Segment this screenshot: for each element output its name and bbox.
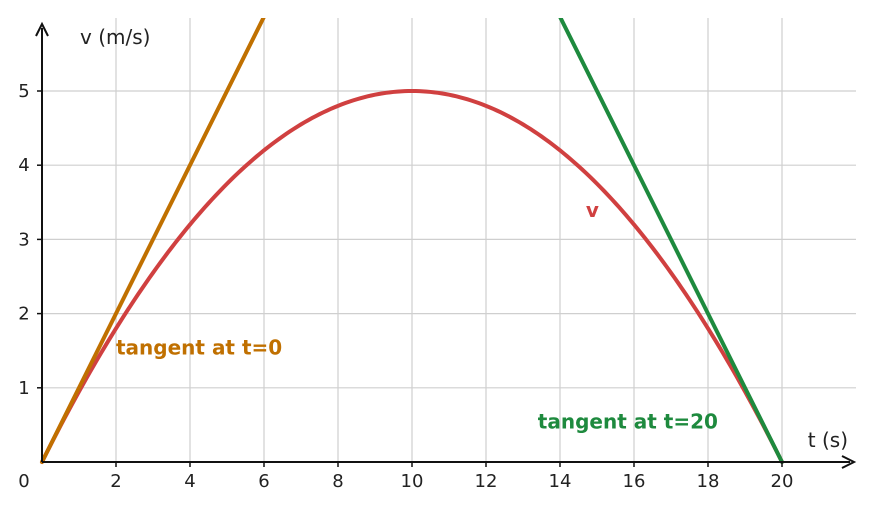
y-tick-label-5: 5 — [18, 81, 29, 102]
y-axis-arrow-icon — [35, 21, 49, 37]
series-line-1 — [40, 18, 266, 464]
grid — [42, 18, 856, 462]
x-axis-label: t (s) — [808, 428, 848, 452]
annotation-0: v — [586, 198, 599, 222]
x-tick-label-16: 16 — [623, 471, 646, 492]
x-tick-label-2: 2 — [110, 471, 121, 492]
y-tick-label-3: 3 — [18, 229, 29, 250]
y-axis-label: v (m/s) — [80, 25, 150, 49]
annotations: v tangent at t=0 tangent at t=20 — [116, 198, 718, 433]
y-tick-label-1: 1 — [18, 378, 29, 399]
series-group — [40, 18, 784, 464]
axes — [35, 21, 857, 469]
y-tick-label-4: 4 — [18, 155, 29, 176]
x-axis-arrow-icon — [841, 455, 857, 469]
series-line-2 — [558, 18, 784, 464]
y-tick-label-2: 2 — [18, 304, 29, 325]
x-tick-label-20: 20 — [771, 471, 794, 492]
series-line-0 — [40, 88, 784, 464]
x-tick-label-12: 12 — [475, 471, 498, 492]
x-tick-label-4: 4 — [184, 471, 195, 492]
x-tick-label-8: 8 — [332, 471, 343, 492]
annotation-2: tangent at t=20 — [538, 410, 718, 434]
x-tick-label-18: 18 — [697, 471, 720, 492]
x-tick-label-14: 14 — [549, 471, 572, 492]
x-tick-label-10: 10 — [401, 471, 424, 492]
origin-label: 0 — [18, 471, 29, 492]
annotation-1: tangent at t=0 — [116, 335, 282, 359]
x-tick-label-6: 6 — [258, 471, 269, 492]
